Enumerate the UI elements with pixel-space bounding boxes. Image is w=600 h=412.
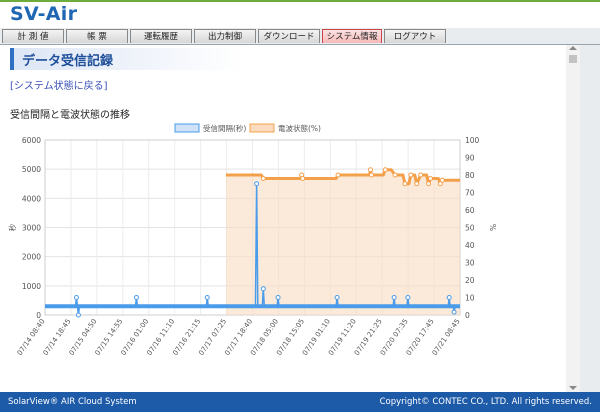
tab-download[interactable]: ダウンロード	[258, 29, 320, 43]
scroll-thumb[interactable]	[569, 55, 577, 63]
series-point-0	[275, 295, 281, 300]
right-tick-label: 40	[465, 241, 475, 250]
left-tick-label: 3000	[22, 224, 41, 233]
right-margin	[580, 45, 600, 392]
app-title: SV-Air	[10, 3, 78, 25]
vertical-scrollbar[interactable]	[566, 45, 580, 392]
left-axis-title: 秒	[7, 223, 17, 231]
legend-swatch-signal	[249, 123, 275, 133]
footer-copyright: Copyright© CONTEC CO., LTD. All rights r…	[379, 397, 592, 407]
series-point-1	[414, 181, 420, 187]
header-accent-strip	[0, 0, 600, 2]
tab-system-info[interactable]: システム情報	[322, 29, 382, 43]
right-tick-label: 10	[465, 294, 475, 303]
tab-measurement[interactable]: 計 測 値	[2, 29, 64, 43]
series-point-0	[204, 295, 210, 300]
back-to-system-status-link[interactable]: [システム状態に戻る]	[10, 81, 108, 92]
series-point-0	[334, 295, 340, 300]
right-tick-label: 50	[465, 224, 475, 233]
tab-output-control[interactable]: 出力制御	[194, 29, 256, 43]
series-point-1	[408, 172, 414, 178]
left-tick-label: 6000	[22, 136, 41, 145]
right-tick-label: 90	[465, 154, 475, 163]
series-point-1	[392, 172, 398, 178]
x-tick-label: 07/21 08:45	[431, 318, 462, 357]
legend-swatch-interval	[174, 123, 200, 133]
series-point-1	[368, 167, 374, 173]
tab-logout[interactable]: ログアウト	[384, 29, 446, 43]
series-point-1	[426, 181, 432, 187]
series-point-0	[75, 312, 81, 318]
left-tick-label: 2000	[22, 253, 41, 262]
footer-system-name: SolarView® AIR Cloud System	[8, 397, 137, 407]
right-tick-label: 100	[465, 136, 480, 145]
legend-label-interval: 受信間隔(秒)	[203, 123, 246, 133]
series-point-1	[382, 167, 388, 173]
left-tick-label: 5000	[22, 165, 41, 174]
chart-caption: 受信間隔と電波状態の推移	[10, 110, 130, 121]
series-point-1	[335, 172, 341, 178]
footer: SolarView® AIR Cloud System Copyright© C…	[0, 392, 600, 412]
series-point-0	[391, 295, 397, 300]
right-tick-label: 80	[465, 171, 475, 180]
series-point-0	[260, 286, 266, 292]
series-point-1	[300, 176, 306, 181]
chart-series	[45, 167, 460, 318]
series-point-1	[439, 177, 445, 183]
right-tick-label: 30	[465, 259, 475, 268]
series-point-1	[368, 172, 374, 178]
legend-label-signal: 電波状態(%)	[278, 123, 321, 133]
series-area-1	[225, 169, 460, 315]
scroll-up-arrow-icon[interactable]	[569, 46, 577, 50]
tab-operation-history[interactable]: 運転履歴	[130, 29, 192, 43]
tab-report[interactable]: 帳 票	[66, 29, 128, 43]
scroll-down-arrow-icon[interactable]	[569, 386, 577, 390]
chart-areas	[225, 169, 460, 315]
series-point-0	[451, 309, 457, 315]
right-tick-label: 20	[465, 276, 475, 285]
series-point-1	[427, 176, 433, 181]
main-nav: 計 測 値 帳 票 運転履歴 出力制御 ダウンロード システム情報 ログアウト	[0, 28, 600, 45]
reception-chart: 0 1000 2000 3000 4000 5000 6000 0 10 20 30 40 50 60 70…	[7, 123, 497, 357]
series-point-1	[418, 172, 424, 178]
right-tick-label: 60	[465, 206, 475, 215]
series-point-0	[73, 295, 79, 300]
page-title-banner: データ受信記録	[10, 48, 244, 70]
left-tick-label: 1000	[22, 282, 41, 291]
right-axis-title: %	[488, 224, 497, 231]
series-point-0	[254, 181, 260, 187]
right-tick-label: 70	[465, 189, 475, 198]
series-point-1	[402, 181, 408, 187]
series-point-0	[446, 295, 452, 300]
series-point-1	[260, 176, 266, 181]
series-point-0	[133, 295, 139, 300]
left-tick-label: 4000	[22, 194, 41, 203]
chart-legend: 受信間隔(秒) 電波状態(%)	[174, 123, 321, 133]
page-title: データ受信記録	[22, 54, 114, 69]
left-tick-label: 0	[36, 311, 41, 320]
app-header: SV-Air	[0, 0, 600, 29]
series-point-0	[405, 295, 411, 300]
right-tick-label: 0	[465, 311, 470, 320]
